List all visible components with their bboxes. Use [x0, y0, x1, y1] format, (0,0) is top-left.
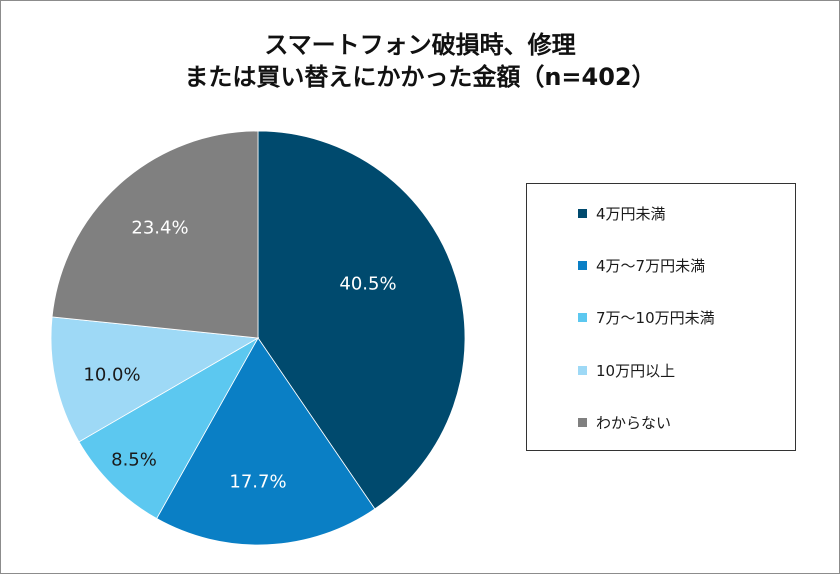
- legend-swatch-4: [578, 365, 587, 375]
- pie-slice-3: [78, 336, 260, 520]
- chart-title: スマートフォン破損時、修理 または買い替えにかかった金額（n=402）: [1, 29, 839, 93]
- legend-label-5: わからない: [596, 414, 672, 433]
- chart-title-line-1: スマートフォン破損時、修理: [264, 31, 576, 59]
- legend: 4万円未満 4万～7万円未満 7万～10万円未満 10万円以上 わからない: [526, 183, 796, 451]
- chart-title-line-2: または買い替えにかかった金額（n=402）: [184, 63, 656, 91]
- pie-slice-2: [156, 337, 376, 546]
- legend-label-2: 4万～7万円未満: [596, 257, 706, 276]
- legend-swatch-3: [578, 313, 587, 323]
- pie-slice-1: [257, 130, 466, 510]
- legend-label-4: 10万円以上: [596, 361, 676, 380]
- legend-item-5: わからない: [527, 397, 795, 449]
- legend-item-4: 10万円以上: [527, 344, 795, 396]
- legend-item-3: 7万～10万円未満: [527, 292, 795, 344]
- data-label-1: 40.5%: [339, 274, 396, 295]
- legend-label-3: 7万～10万円未満: [596, 309, 715, 328]
- data-label-3: 8.5%: [111, 450, 157, 471]
- legend-swatch-2: [578, 261, 587, 271]
- data-label-4: 10.0%: [83, 365, 140, 386]
- legend-item-2: 4万～7万円未満: [527, 239, 795, 291]
- legend-item-1: 4万円未満: [527, 187, 795, 239]
- data-label-2: 17.7%: [229, 472, 286, 493]
- pie-slice-4: [50, 316, 260, 443]
- pie-slice-5: [51, 130, 259, 339]
- legend-swatch-5: [578, 418, 587, 428]
- legend-swatch-1: [578, 208, 587, 218]
- data-label-5: 23.4%: [131, 218, 188, 239]
- legend-label-1: 4万円未満: [596, 204, 666, 223]
